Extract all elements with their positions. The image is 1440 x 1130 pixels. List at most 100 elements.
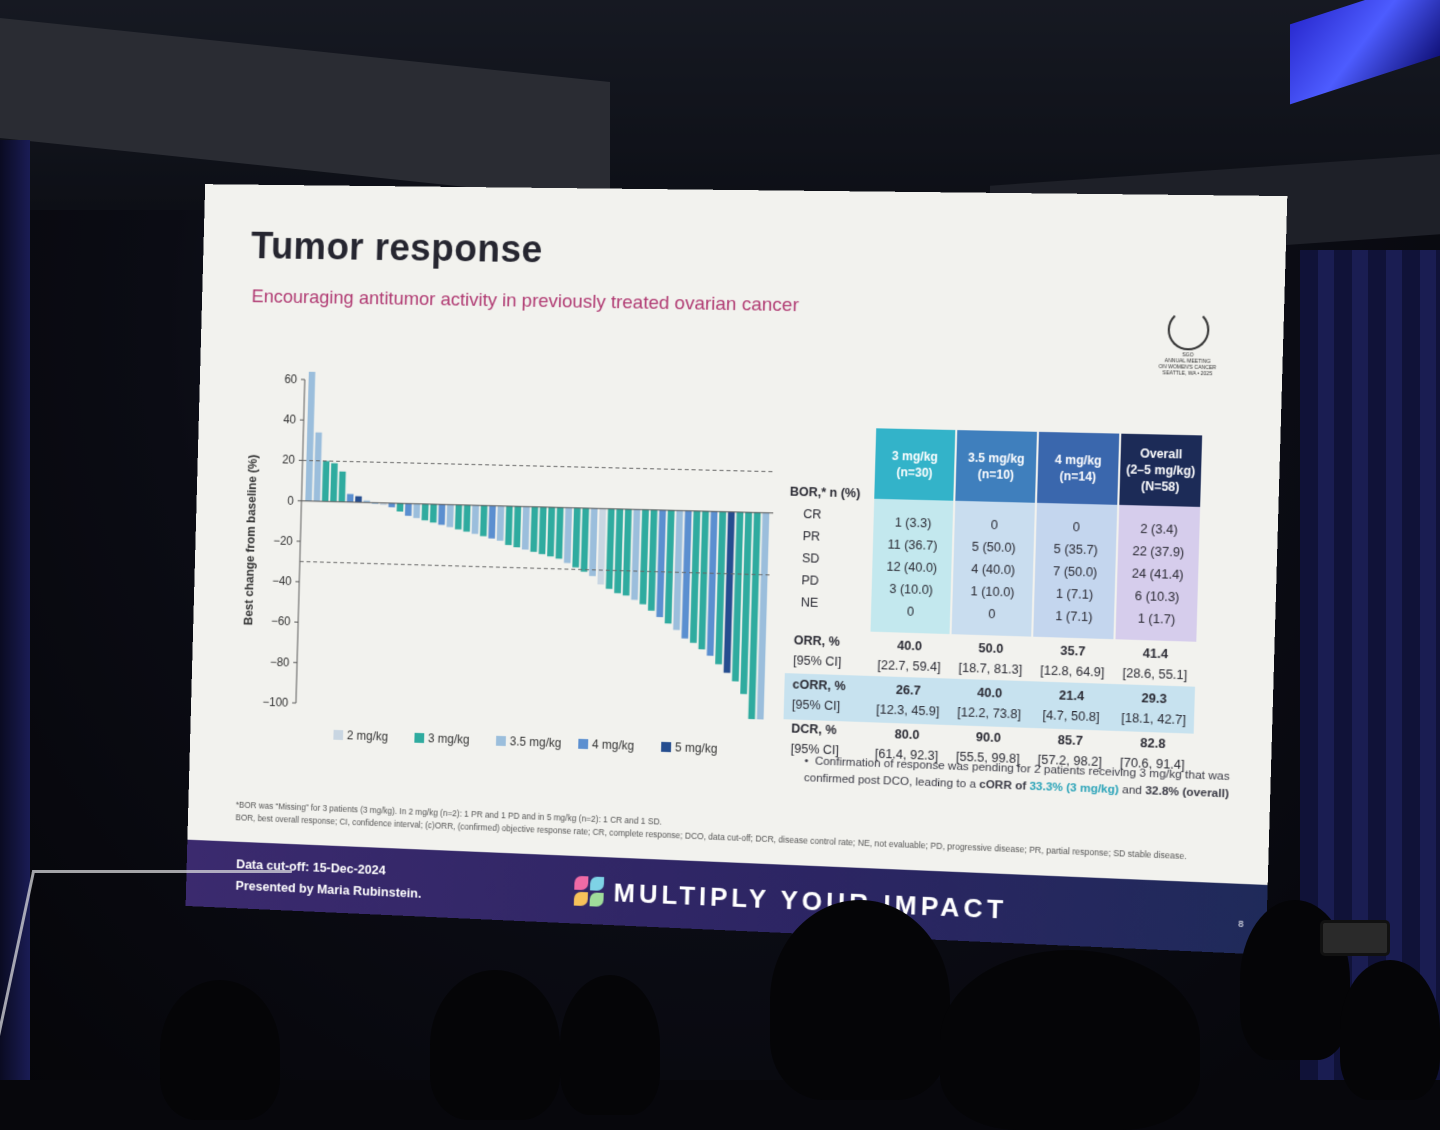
waterfall-bar bbox=[530, 507, 538, 552]
y-tick-label: −60 bbox=[271, 614, 291, 629]
waterfall-bar bbox=[405, 504, 412, 516]
header-line: (n=14) bbox=[1059, 468, 1096, 485]
y-tick-label: 0 bbox=[287, 493, 294, 507]
audience-head bbox=[770, 900, 950, 1100]
audience-head bbox=[560, 975, 660, 1115]
corr-value: 29.3 bbox=[1114, 690, 1195, 707]
y-tick-label: 60 bbox=[284, 372, 298, 386]
legend-swatch bbox=[333, 730, 343, 740]
corr-ci-label: [95% CI] bbox=[792, 697, 873, 714]
bor-cell: 1 (10.0) bbox=[953, 584, 1033, 600]
waterfall-bar bbox=[564, 508, 572, 563]
waterfall-bar bbox=[347, 494, 354, 502]
waterfall-bar bbox=[581, 508, 589, 572]
waterfall-bar bbox=[314, 432, 322, 501]
corr-value: 21.4 bbox=[1031, 687, 1112, 704]
phone-icon bbox=[1320, 920, 1390, 956]
waterfall-bar bbox=[623, 509, 632, 595]
waterfall-bar bbox=[522, 507, 530, 550]
legend-swatch bbox=[578, 739, 588, 749]
waterfall-bar bbox=[339, 471, 346, 502]
y-tick-label: −100 bbox=[262, 695, 289, 710]
dcr-value: 82.8 bbox=[1112, 735, 1193, 752]
waterfall-bar bbox=[330, 463, 338, 502]
orr-ci: [18.7, 81.3] bbox=[944, 660, 1036, 677]
bor-row-label: PR bbox=[802, 529, 883, 545]
waterfall-bar bbox=[572, 508, 580, 568]
waterfall-bar bbox=[513, 506, 521, 547]
reference-line bbox=[303, 460, 775, 471]
orr-value: 40.0 bbox=[870, 638, 949, 655]
waterfall-bar bbox=[614, 509, 623, 593]
bor-cell: 2 (3.4) bbox=[1118, 521, 1199, 537]
bor-cell: 1 (1.7) bbox=[1116, 611, 1197, 628]
waterfall-bar bbox=[648, 510, 657, 611]
audience-head bbox=[430, 970, 560, 1120]
bor-cell: 0 bbox=[952, 606, 1032, 623]
waterfall-bar bbox=[673, 511, 683, 631]
waterfall-bar bbox=[430, 504, 437, 522]
bor-cell: 12 (40.0) bbox=[872, 559, 951, 575]
waterfall-bar bbox=[355, 496, 362, 502]
legend-label: 2 mg/kg bbox=[347, 728, 388, 743]
bor-cell: 24 (41.4) bbox=[1117, 566, 1198, 583]
dcr-label: DCR, % bbox=[791, 722, 872, 739]
bor-label: BOR,* n (%) bbox=[790, 485, 871, 501]
waterfall-bar bbox=[397, 503, 404, 511]
waterfall-bar bbox=[656, 510, 666, 617]
audience-head bbox=[1340, 960, 1440, 1100]
y-axis-label: Best change from baseline (%) bbox=[242, 454, 260, 625]
orr-ci: [28.6, 55.1] bbox=[1108, 666, 1202, 683]
header-line: (n=10) bbox=[977, 466, 1014, 483]
bor-row-label: SD bbox=[802, 551, 883, 567]
orr-ci: [12.8, 64.9] bbox=[1026, 663, 1119, 680]
header-line: (N=58) bbox=[1141, 478, 1180, 495]
header-line: (2–5 mg/kg) bbox=[1126, 461, 1196, 479]
orr-value: 41.4 bbox=[1115, 645, 1196, 662]
bor-row-label: NE bbox=[801, 595, 882, 611]
audience bbox=[0, 900, 1440, 1080]
orr-label: ORR, % bbox=[794, 633, 875, 650]
bor-cell: 0 bbox=[1036, 519, 1117, 535]
conference-room: Tumor response Encouraging antitumor act… bbox=[0, 0, 1440, 1080]
corr-value: 40.0 bbox=[950, 685, 1030, 702]
bor-cell: 4 (40.0) bbox=[953, 561, 1033, 577]
y-tick-label: 20 bbox=[282, 453, 296, 467]
dcr-value: 85.7 bbox=[1030, 732, 1111, 749]
header-line: 4 mg/kg bbox=[1055, 452, 1102, 469]
waterfall-bar bbox=[505, 506, 513, 545]
audience-head bbox=[940, 950, 1200, 1130]
waterfall-bar bbox=[556, 507, 564, 558]
orr-value: 35.7 bbox=[1033, 643, 1114, 660]
legend-label: 5 mg/kg bbox=[675, 740, 718, 756]
table-header: 3 mg/kg(n=30) bbox=[874, 428, 955, 500]
bor-cell: 22 (37.9) bbox=[1118, 544, 1199, 560]
waterfall-bar bbox=[640, 510, 649, 605]
bor-cell: 1 (7.1) bbox=[1034, 586, 1115, 603]
header-line: 3 mg/kg bbox=[892, 448, 938, 465]
legend-swatch bbox=[496, 736, 506, 746]
legend-swatch bbox=[661, 742, 671, 752]
waterfall-bar bbox=[438, 504, 445, 525]
waterfall-bar bbox=[539, 507, 547, 554]
bor-cell: 0 bbox=[954, 517, 1034, 533]
waterfall-bar bbox=[690, 511, 700, 643]
legend-label: 3 mg/kg bbox=[428, 731, 470, 747]
waterfall-bar bbox=[422, 504, 429, 520]
waterfall-bar bbox=[305, 370, 315, 501]
table-header: 3.5 mg/kg(n=10) bbox=[955, 430, 1037, 503]
waterfall-bar bbox=[488, 506, 495, 539]
y-tick-label: 40 bbox=[283, 413, 297, 427]
dcr-value: 80.0 bbox=[867, 726, 946, 743]
legend-label: 4 mg/kg bbox=[592, 737, 634, 753]
bor-cell: 0 bbox=[871, 603, 950, 619]
slide-title: Tumor response bbox=[250, 226, 543, 272]
bor-cell: 3 (10.0) bbox=[872, 581, 951, 597]
waterfall-bar bbox=[497, 506, 505, 541]
bor-cell: 5 (50.0) bbox=[954, 539, 1034, 555]
waterfall-bar bbox=[480, 505, 487, 536]
waterfall-bar bbox=[322, 461, 330, 502]
